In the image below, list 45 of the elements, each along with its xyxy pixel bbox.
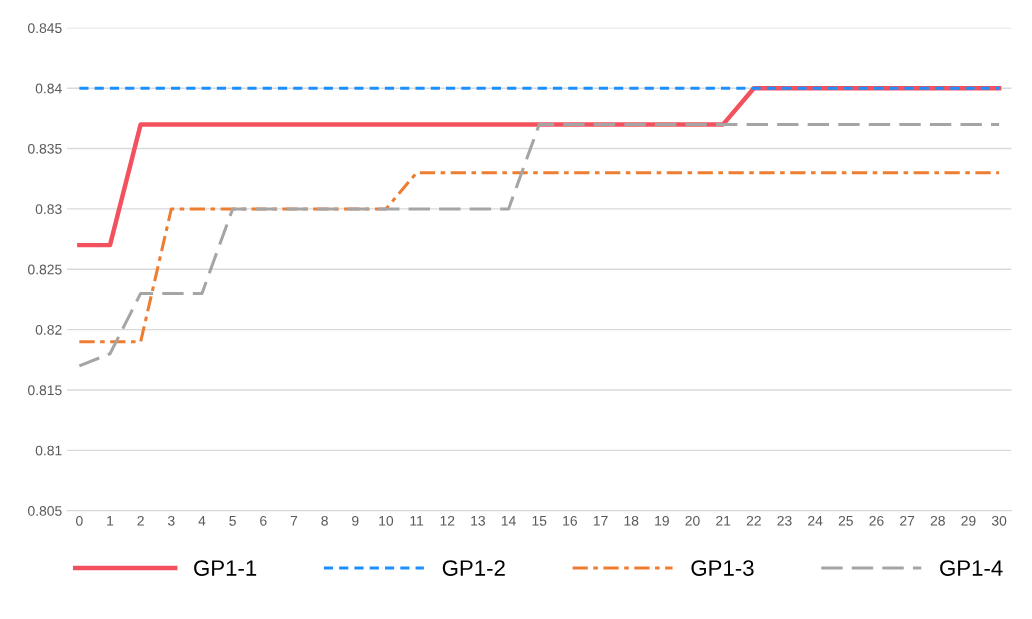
x-tick-label: 26: [869, 515, 884, 526]
x-tick-label: 17: [593, 516, 608, 526]
y-tick-label: 0.815: [28, 385, 62, 396]
x-tick-label: 29: [961, 515, 976, 526]
x-tick-label: 19: [655, 515, 669, 526]
y-tick-label: 0.84: [35, 83, 62, 94]
x-tick-label: 13: [471, 515, 486, 526]
x-tick-label: 24: [808, 515, 823, 526]
x-tick-label: 27: [900, 515, 915, 526]
y-tick-label: 0.83: [35, 204, 62, 215]
legend-label: GP1-3: [691, 560, 754, 576]
x-tick-label: 18: [624, 515, 639, 526]
x-tick-label: 21: [716, 515, 731, 526]
x-tick-label: 14: [501, 516, 516, 526]
x-tick-label: 9: [352, 515, 359, 526]
x-tick-label: 16: [563, 515, 577, 526]
x-tick-label: 5: [229, 516, 236, 526]
y-tick-label: 0.805: [28, 506, 62, 516]
x-tick-label: 1: [107, 516, 114, 526]
x-tick-label: 2: [137, 515, 144, 526]
x-tick-label: 25: [838, 515, 853, 526]
y-tick-label: 0.81: [35, 445, 62, 456]
line-series: [77, 122, 1001, 368]
legend-label: GP1-2: [442, 560, 505, 576]
x-tick-label: 10: [379, 515, 394, 526]
legend-label: GP1-1: [194, 560, 257, 576]
x-tick-label: 20: [685, 515, 700, 526]
x-tick-label: 11: [410, 516, 424, 526]
x-tick-label: 15: [532, 516, 547, 526]
y-tick-label: 0.825: [28, 264, 62, 275]
x-tick-label: 4: [198, 516, 206, 526]
x-tick-label: 22: [746, 515, 761, 526]
x-tick-label: 8: [321, 515, 328, 526]
x-tick-label: 28: [930, 515, 945, 526]
y-tick-label: 0.82: [35, 324, 62, 335]
y-tick-label: 0.845: [28, 23, 62, 34]
x-tick-label: 12: [440, 515, 455, 526]
legend-label: GP1-4: [940, 560, 1003, 576]
x-tick-label: 23: [777, 515, 792, 526]
x-tick-label: 7: [290, 516, 298, 526]
x-tick-label: 30: [991, 515, 1007, 526]
x-tick-label: 0: [76, 515, 83, 526]
y-tick-label: 0.835: [28, 143, 62, 154]
x-tick-label: 6: [260, 515, 267, 526]
x-tick-label: 3: [167, 515, 175, 526]
